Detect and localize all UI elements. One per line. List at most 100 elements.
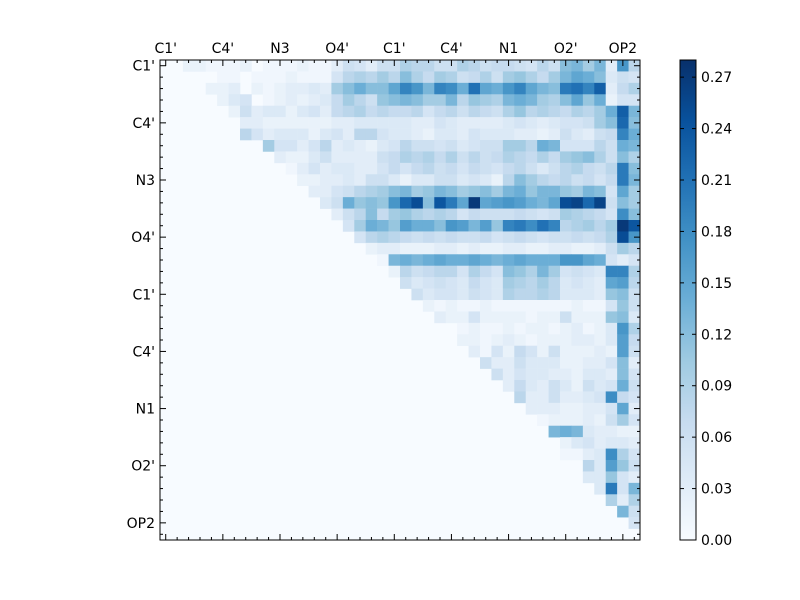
heatmap-cell [594,311,607,324]
heatmap-cell [537,208,549,221]
heatmap-cell [331,197,344,209]
heatmap-cell [480,208,492,221]
heatmap-cell [560,82,572,95]
heatmap-cell [411,254,424,267]
heatmap-cell [434,277,447,289]
heatmap-cell [514,254,527,267]
heatmap-cell [342,117,355,129]
heatmap-cell [502,140,515,152]
heatmap-cell [422,254,435,267]
heatmap-cell [628,242,641,255]
heatmap-cell [274,140,287,152]
heatmap-cell [320,197,332,209]
heatmap-cell [594,185,607,198]
heatmap-cell [571,322,584,335]
heatmap-cell [377,151,389,164]
heatmap-cell [365,151,378,164]
heatmap-cell [308,128,321,141]
heatmap-cell [468,60,481,72]
heatmap-cell [228,94,241,107]
heatmap-cell [582,220,595,232]
heatmap-cell [240,105,252,118]
heatmap-cell [320,82,332,95]
heatmap-cell [502,334,515,347]
heatmap-cell [571,220,584,232]
heatmap-cell [434,220,447,232]
heatmap-cell [388,128,401,141]
heatmap-cell [491,277,504,289]
heatmap-cell [491,162,504,175]
heatmap-cell [480,357,492,369]
heatmap-cell [274,105,287,118]
heatmap-cell [617,151,629,164]
heatmap-cell [605,357,618,369]
heatmap-cell [594,117,607,129]
heatmap-cell [594,162,607,175]
heatmap-cell [285,140,298,152]
heatmap-cell [582,322,595,335]
heatmap-cell [582,128,595,141]
heatmap-cell [605,494,618,507]
heatmap-cell [628,185,641,198]
heatmap-cell [377,254,389,267]
heatmap-cell [468,174,481,187]
heatmap-cell [571,151,584,164]
heatmap-cell [617,242,629,255]
heatmap-cell [525,117,538,129]
heatmap-cell [422,60,435,72]
heatmap-cell [594,174,607,187]
heatmap-cell [514,380,527,392]
heatmap-cell [400,162,412,175]
heatmap-cell [354,197,367,209]
heatmap-cell [617,265,629,278]
heatmap-cell [537,94,549,107]
heatmap-cell [468,151,481,164]
heatmap-cell [342,94,355,107]
heatmap-cell [548,242,561,255]
heatmap-cell [468,94,481,107]
x-tick-label: C4' [212,41,235,57]
heatmap-cell [480,220,492,232]
heatmap-cell [320,71,332,84]
heatmap-cell [262,71,275,84]
heatmap-cell [445,254,458,267]
heatmap-cell [274,151,287,164]
heatmap-cell [480,174,492,187]
heatmap-cell [388,151,401,164]
heatmap-cell [342,140,355,152]
heatmap-cell [605,71,618,84]
heatmap-cell [582,380,595,392]
heatmap-cell [308,105,321,118]
heatmap-cell [537,345,549,358]
heatmap-cell [365,242,378,255]
heatmap-cell [274,117,287,129]
heatmap-cell [468,288,481,301]
heatmap-cell [582,71,595,84]
heatmap-cell [320,128,332,141]
heatmap-cell [331,151,344,164]
heatmap-cell [411,277,424,289]
heatmap-cell [537,71,549,84]
heatmap-cell [377,220,389,232]
heatmap-cell [537,242,549,255]
heatmap-cell [571,368,584,381]
heatmap-cell [400,71,412,84]
heatmap-cell [582,208,595,221]
heatmap-cell [285,60,298,72]
y-tick-label: N1 [136,402,155,418]
heatmap-cell [502,71,515,84]
heatmap-cell [445,71,458,84]
heatmap-cell [582,414,595,427]
heatmap-cell [400,277,412,289]
heatmap-cell [365,128,378,141]
heatmap-cell [605,448,618,461]
heatmap-cell [388,94,401,107]
heatmap-cell [605,322,618,335]
heatmap-cell [537,368,549,381]
heatmap-cell [491,140,504,152]
heatmap-cell [605,117,618,129]
heatmap-cell [308,151,321,164]
heatmap-cell [628,448,641,461]
heatmap-cell [582,162,595,175]
heatmap-cell [560,368,572,381]
